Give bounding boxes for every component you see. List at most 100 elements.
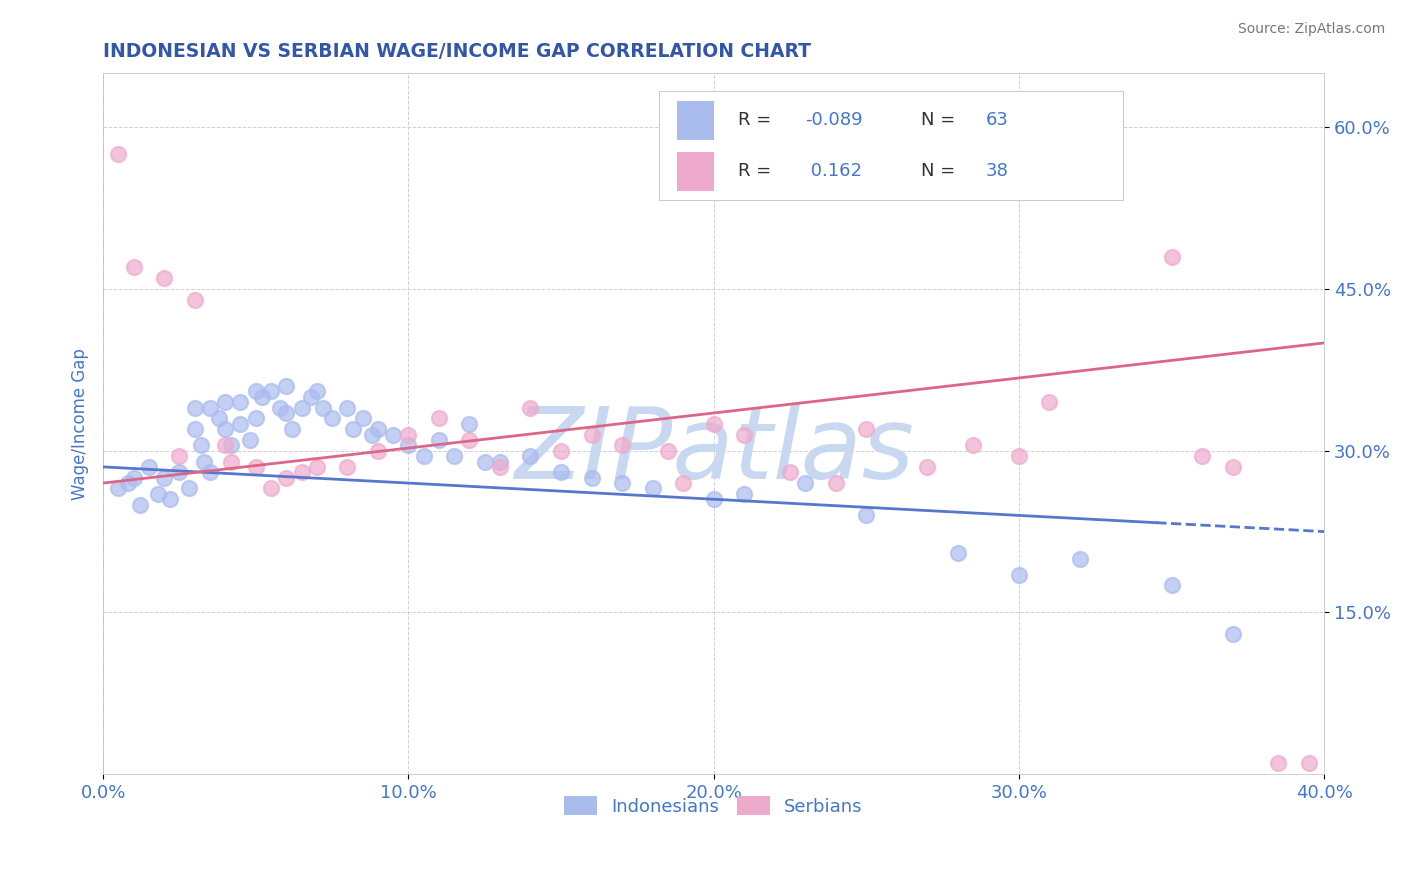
Point <box>672 476 695 491</box>
Point <box>198 465 221 479</box>
Point <box>855 508 877 523</box>
Text: N =: N = <box>921 112 962 129</box>
Point <box>122 471 145 485</box>
Text: 38: 38 <box>986 162 1008 180</box>
Point <box>177 482 200 496</box>
Text: N =: N = <box>921 162 962 180</box>
Point <box>641 482 664 496</box>
Point <box>183 422 205 436</box>
Point <box>550 443 572 458</box>
Point <box>1222 459 1244 474</box>
FancyBboxPatch shape <box>678 102 714 140</box>
Text: -0.089: -0.089 <box>806 112 863 129</box>
Point <box>352 411 374 425</box>
Point <box>458 417 481 431</box>
Point <box>336 459 359 474</box>
Point <box>245 411 267 425</box>
Point <box>1008 567 1031 582</box>
Point <box>550 465 572 479</box>
Point <box>733 487 755 501</box>
Point <box>169 465 191 479</box>
Point <box>382 427 405 442</box>
Point <box>519 449 541 463</box>
Point <box>153 271 176 285</box>
Text: Source: ZipAtlas.com: Source: ZipAtlas.com <box>1237 22 1385 37</box>
Point <box>169 449 191 463</box>
Point <box>214 422 236 436</box>
Point <box>208 411 231 425</box>
Point <box>794 476 817 491</box>
Point <box>276 379 298 393</box>
Point <box>281 422 304 436</box>
Point <box>122 260 145 275</box>
Point <box>305 384 328 399</box>
Point <box>946 546 969 560</box>
Point <box>581 471 603 485</box>
Point <box>733 427 755 442</box>
Point <box>396 438 419 452</box>
Point <box>221 438 243 452</box>
Point <box>519 401 541 415</box>
Point <box>474 454 496 468</box>
Point <box>260 482 283 496</box>
Point <box>245 459 267 474</box>
Point <box>581 427 603 442</box>
Text: R =: R = <box>738 162 778 180</box>
Point <box>1160 250 1182 264</box>
Point <box>610 476 633 491</box>
Point <box>214 395 236 409</box>
Point <box>146 487 169 501</box>
Point <box>159 492 181 507</box>
Point <box>229 395 252 409</box>
Point <box>290 465 312 479</box>
Point <box>1160 578 1182 592</box>
Point <box>657 443 679 458</box>
Point <box>260 384 283 399</box>
FancyBboxPatch shape <box>658 91 1122 200</box>
Point <box>1191 449 1213 463</box>
Point <box>1298 756 1320 771</box>
Point <box>305 459 328 474</box>
Point <box>1008 449 1031 463</box>
Point <box>312 401 335 415</box>
Point <box>276 471 298 485</box>
Point <box>1267 756 1289 771</box>
Point <box>779 465 801 479</box>
Point <box>703 492 725 507</box>
Point <box>427 433 450 447</box>
Text: R =: R = <box>738 112 778 129</box>
Point <box>107 482 129 496</box>
Point <box>221 454 243 468</box>
Point <box>245 384 267 399</box>
Point <box>276 406 298 420</box>
Point <box>269 401 291 415</box>
Point <box>489 459 512 474</box>
Point <box>367 422 389 436</box>
Legend: Indonesians, Serbians: Indonesians, Serbians <box>555 788 872 825</box>
Point <box>396 427 419 442</box>
Point <box>610 438 633 452</box>
Point <box>855 422 877 436</box>
Point <box>128 498 150 512</box>
Point <box>1222 627 1244 641</box>
Point <box>1038 395 1060 409</box>
Point <box>239 433 262 447</box>
Point <box>153 471 176 485</box>
Point <box>198 401 221 415</box>
Point <box>183 293 205 307</box>
Point <box>107 147 129 161</box>
Point <box>183 401 205 415</box>
Text: INDONESIAN VS SERBIAN WAGE/INCOME GAP CORRELATION CHART: INDONESIAN VS SERBIAN WAGE/INCOME GAP CO… <box>103 42 811 61</box>
Point <box>824 476 846 491</box>
Text: 0.162: 0.162 <box>806 162 862 180</box>
Point <box>214 438 236 452</box>
Point <box>190 438 212 452</box>
Point <box>360 427 382 442</box>
Point <box>489 454 512 468</box>
Point <box>193 454 215 468</box>
Point <box>229 417 252 431</box>
Point <box>412 449 434 463</box>
Point <box>117 476 139 491</box>
Point <box>458 433 481 447</box>
Point <box>1069 551 1091 566</box>
